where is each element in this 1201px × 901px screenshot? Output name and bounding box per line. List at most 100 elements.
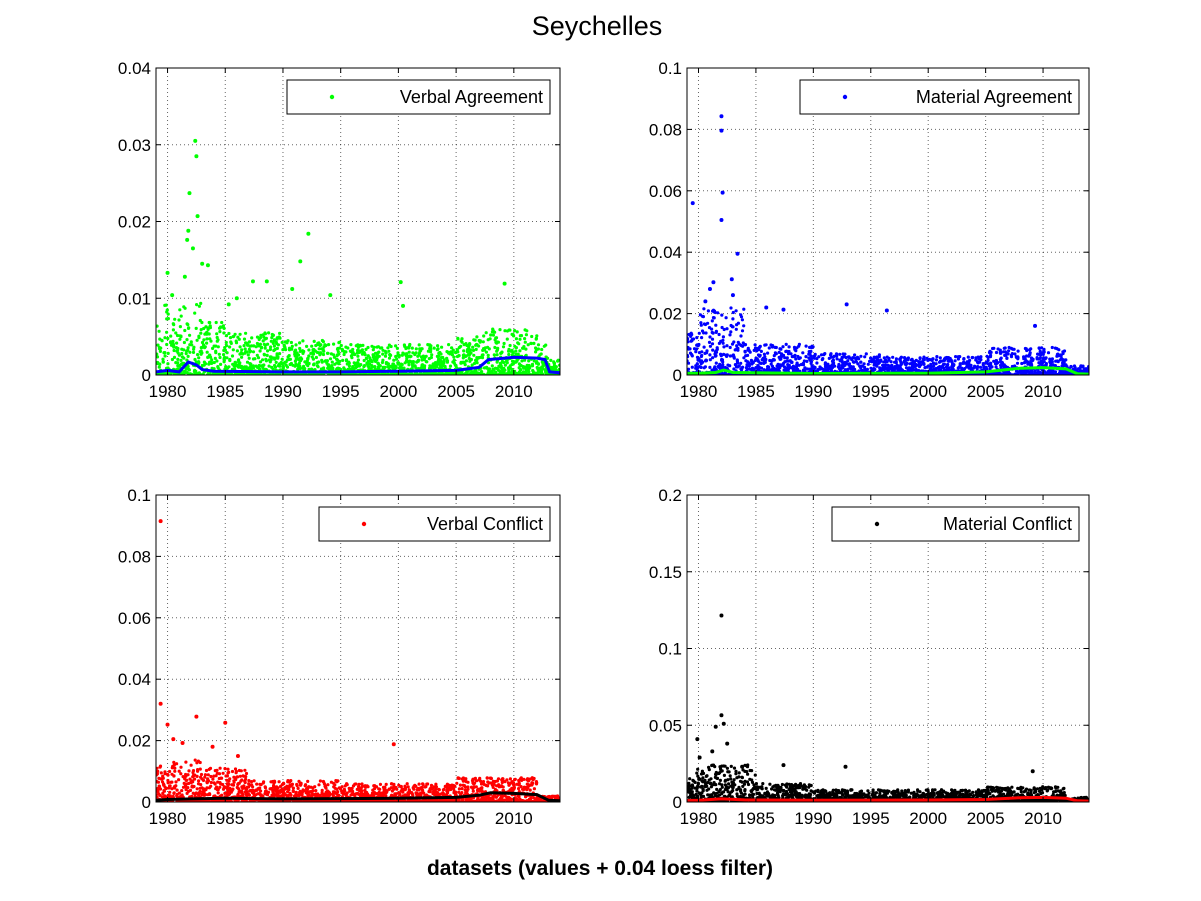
scatter-point xyxy=(219,776,223,780)
scatter-point xyxy=(801,351,805,355)
scatter-point xyxy=(182,274,187,279)
scatter-point xyxy=(740,329,745,333)
scatter-point xyxy=(281,348,285,352)
scatter-point xyxy=(220,320,224,325)
scatter-point xyxy=(474,371,478,375)
scatter-point xyxy=(205,330,209,334)
scatter-point xyxy=(988,355,993,359)
scatter-point xyxy=(444,371,448,375)
legend-label: Verbal Agreement xyxy=(400,87,543,107)
scatter-point xyxy=(204,768,209,773)
x-tick-label: 2005 xyxy=(437,382,475,401)
scatter-point xyxy=(849,366,853,370)
scatter-point xyxy=(403,344,407,348)
scatter-point xyxy=(240,355,244,359)
scatter-point xyxy=(442,358,446,362)
scatter-point xyxy=(694,350,698,354)
scatter-point xyxy=(332,342,336,346)
scatter-point xyxy=(841,352,845,356)
scatter-point xyxy=(177,778,181,782)
scatter-point xyxy=(259,346,263,350)
scatter-point xyxy=(207,372,211,375)
scatter-point xyxy=(843,368,848,372)
scatter-point xyxy=(819,353,824,357)
scatter-point xyxy=(687,345,690,350)
scatter-point xyxy=(1038,356,1042,360)
scatter-point xyxy=(410,372,414,375)
scatter-point xyxy=(518,334,523,338)
scatter-point xyxy=(252,344,256,348)
scatter-point xyxy=(496,346,500,350)
scatter-point xyxy=(974,356,978,360)
scatter-point xyxy=(1005,372,1009,375)
scatter-point xyxy=(715,347,719,351)
scatter-point xyxy=(161,357,165,361)
scatter-point xyxy=(1049,372,1053,375)
scatter-point xyxy=(174,780,178,784)
scatter-point xyxy=(226,302,231,307)
scatter-point xyxy=(490,364,494,368)
scatter-point xyxy=(961,368,965,372)
scatter-point xyxy=(397,353,401,358)
scatter-point xyxy=(181,372,185,375)
scatter-point xyxy=(322,349,326,353)
scatter-point xyxy=(233,767,238,771)
scatter-point xyxy=(872,367,876,371)
scatter-point xyxy=(414,366,418,370)
scatter-point xyxy=(203,773,207,777)
scatter-point xyxy=(182,305,186,309)
scatter-point xyxy=(195,303,199,307)
scatter-point xyxy=(340,349,345,353)
scatter-point xyxy=(445,360,449,364)
scatter-point xyxy=(376,361,380,365)
scatter-point xyxy=(194,360,198,364)
scatter-point xyxy=(878,367,883,371)
scatter-point xyxy=(692,347,697,351)
scatter-point xyxy=(699,321,703,325)
scatter-point xyxy=(266,349,270,353)
scatter-point xyxy=(197,779,201,783)
scatter-point xyxy=(306,357,310,361)
scatter-point xyxy=(216,791,220,795)
scatter-point xyxy=(195,787,199,791)
scatter-point xyxy=(213,769,217,773)
scatter-point xyxy=(838,358,842,362)
scatter-point xyxy=(366,359,370,363)
scatter-point xyxy=(166,778,170,783)
scatter-point xyxy=(1002,346,1006,350)
scatter-point xyxy=(182,340,186,345)
scatter-point xyxy=(742,307,746,311)
scatter-point xyxy=(209,355,213,359)
scatter-point xyxy=(721,335,726,339)
scatter-point xyxy=(794,357,798,361)
scatter-point xyxy=(882,367,887,371)
scatter-point xyxy=(175,341,179,345)
scatter-point xyxy=(222,356,226,360)
scatter-point xyxy=(294,348,298,352)
scatter-point xyxy=(725,327,729,331)
scatter-point xyxy=(847,363,851,367)
scatter-point xyxy=(697,342,701,347)
scatter-point xyxy=(732,367,736,371)
scatter-point xyxy=(414,351,418,355)
scatter-point xyxy=(430,365,434,369)
scatter-point xyxy=(925,356,929,360)
scatter-point xyxy=(549,358,553,362)
scatter-point xyxy=(704,331,708,335)
scatter-point xyxy=(358,344,363,348)
scatter-point xyxy=(784,342,788,346)
scatter-point xyxy=(171,322,175,326)
scatter-point xyxy=(165,342,169,347)
scatter-point xyxy=(700,353,704,358)
scatter-point xyxy=(1081,369,1085,373)
scatter-point xyxy=(291,786,295,790)
scatter-point xyxy=(1012,347,1016,351)
scatter-point xyxy=(781,345,785,349)
scatter-point xyxy=(869,366,873,370)
scatter-point xyxy=(772,354,776,358)
scatter-point xyxy=(212,367,216,371)
scatter-point xyxy=(789,352,793,356)
scatter-point xyxy=(530,334,534,339)
scatter-point xyxy=(719,217,724,222)
scatter-point xyxy=(311,357,315,361)
